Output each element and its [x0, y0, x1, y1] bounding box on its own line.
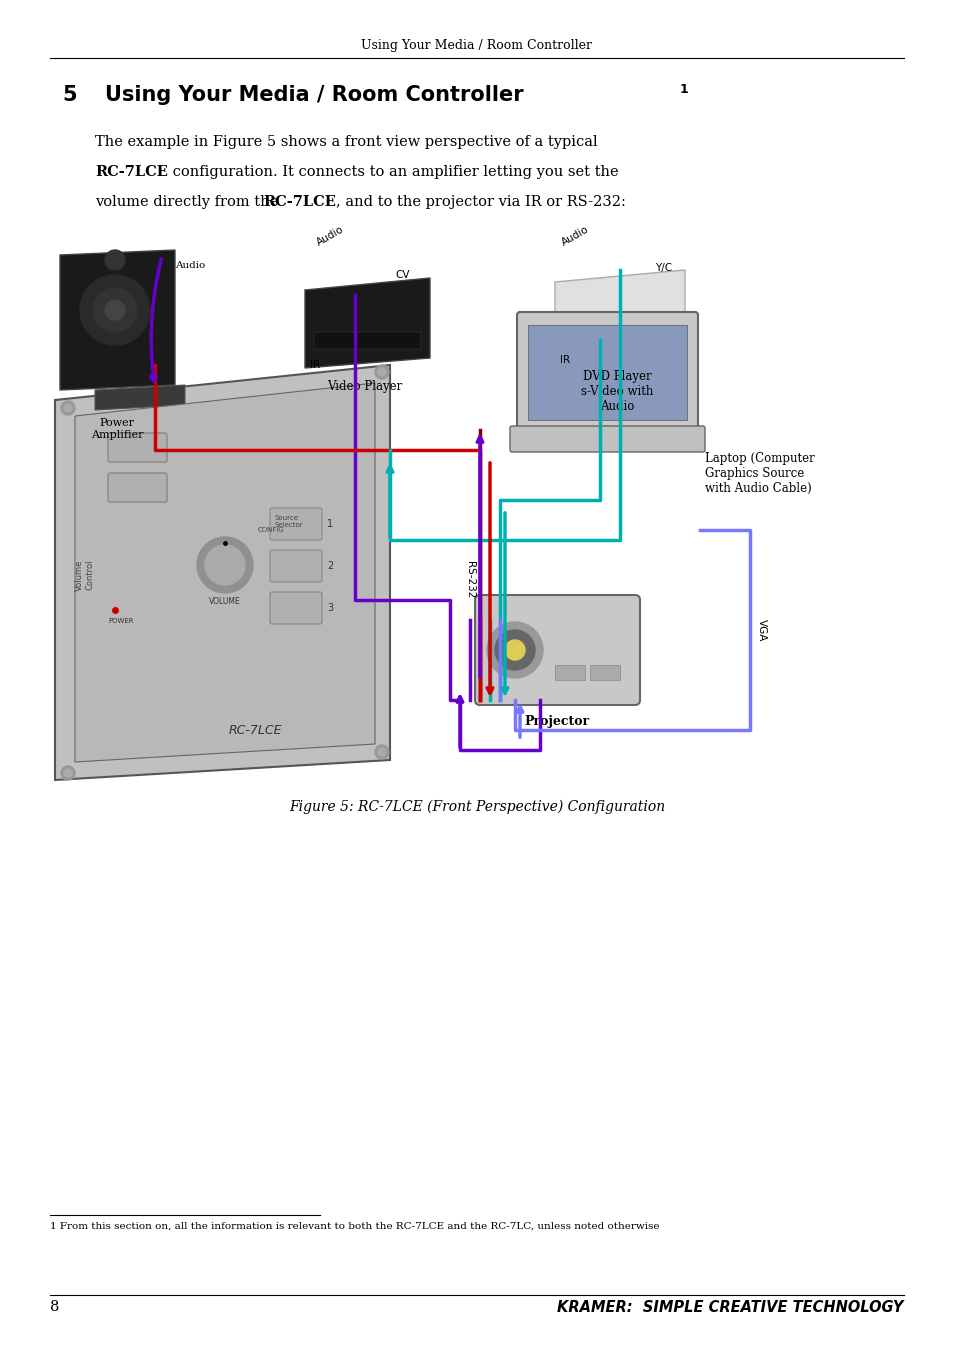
FancyBboxPatch shape — [270, 508, 322, 539]
Text: Using Your Media / Room Controller: Using Your Media / Room Controller — [361, 38, 592, 51]
Circle shape — [375, 745, 389, 758]
Text: 5: 5 — [62, 85, 76, 105]
Text: configuration. It connects to an amplifier letting you set the: configuration. It connects to an amplifi… — [168, 165, 618, 178]
Circle shape — [64, 769, 71, 777]
Circle shape — [64, 404, 71, 412]
Text: Figure 5: RC-7LCE (Front Perspective) Configuration: Figure 5: RC-7LCE (Front Perspective) Co… — [289, 800, 664, 814]
FancyBboxPatch shape — [314, 333, 420, 349]
FancyBboxPatch shape — [510, 426, 704, 452]
Text: DVD Player
s-Video with
Audio: DVD Player s-Video with Audio — [580, 370, 653, 412]
Text: 2: 2 — [327, 561, 333, 571]
Polygon shape — [305, 279, 430, 368]
FancyBboxPatch shape — [270, 592, 322, 625]
Text: volume directly from the: volume directly from the — [95, 195, 283, 210]
Text: VGA: VGA — [757, 619, 766, 641]
Text: IR: IR — [310, 360, 320, 370]
Text: Video Player: Video Player — [327, 380, 402, 393]
Polygon shape — [75, 383, 375, 763]
FancyBboxPatch shape — [108, 473, 167, 502]
Text: Y/C: Y/C — [655, 264, 672, 273]
Circle shape — [196, 537, 253, 594]
Polygon shape — [555, 270, 684, 356]
Text: Using Your Media / Room Controller: Using Your Media / Room Controller — [105, 85, 523, 105]
Circle shape — [61, 767, 75, 780]
FancyBboxPatch shape — [108, 433, 167, 462]
Text: IR: IR — [559, 356, 570, 365]
Circle shape — [486, 622, 542, 677]
Text: KRAMER:  SIMPLE CREATIVE TECHNOLOGY: KRAMER: SIMPLE CREATIVE TECHNOLOGY — [557, 1301, 903, 1315]
Circle shape — [504, 639, 524, 660]
Text: 1: 1 — [327, 519, 333, 529]
Text: CONFIG: CONFIG — [257, 527, 284, 533]
Text: Laptop (Computer
Graphics Source
with Audio Cable): Laptop (Computer Graphics Source with Au… — [704, 452, 814, 495]
Text: VOLUME: VOLUME — [209, 598, 240, 606]
Circle shape — [105, 250, 125, 270]
FancyBboxPatch shape — [475, 595, 639, 704]
FancyBboxPatch shape — [270, 550, 322, 581]
Text: RS-232: RS-232 — [464, 561, 475, 599]
Circle shape — [92, 288, 137, 333]
Text: 3: 3 — [327, 603, 333, 612]
Circle shape — [377, 368, 386, 376]
Polygon shape — [55, 365, 390, 780]
Circle shape — [61, 402, 75, 415]
FancyBboxPatch shape — [517, 312, 698, 433]
Text: RC-7LCE: RC-7LCE — [95, 165, 168, 178]
Circle shape — [375, 365, 389, 379]
Circle shape — [105, 300, 125, 320]
Circle shape — [495, 630, 535, 671]
Bar — [527, 324, 686, 420]
Circle shape — [205, 545, 245, 585]
Bar — [555, 665, 584, 680]
Text: The example in Figure 5 shows a front view perspective of a typical: The example in Figure 5 shows a front vi… — [95, 135, 597, 149]
Circle shape — [377, 748, 386, 756]
Text: RC-7LCE: RC-7LCE — [263, 195, 335, 210]
Polygon shape — [60, 250, 174, 389]
Polygon shape — [95, 385, 185, 410]
Text: POWER: POWER — [108, 618, 133, 625]
Text: CV: CV — [395, 270, 409, 280]
Text: Power
Amplifier: Power Amplifier — [91, 418, 143, 439]
Bar — [589, 665, 619, 680]
Text: 1: 1 — [679, 82, 688, 96]
Text: Audio: Audio — [174, 261, 205, 269]
Text: Source
Selector: Source Selector — [274, 515, 303, 529]
Circle shape — [80, 274, 150, 345]
Text: 1 From this section on, all the information is relevant to both the RC-7LCE and : 1 From this section on, all the informat… — [50, 1222, 659, 1232]
Text: RC-7LCE: RC-7LCE — [228, 723, 281, 737]
Text: Volume
Control: Volume Control — [75, 560, 94, 591]
Text: Projector: Projector — [524, 715, 589, 727]
Text: 8: 8 — [50, 1301, 59, 1314]
Text: , and to the projector via IR or RS-232:: , and to the projector via IR or RS-232: — [335, 195, 625, 210]
Text: Audio: Audio — [559, 224, 590, 247]
Text: Audio: Audio — [314, 224, 345, 247]
